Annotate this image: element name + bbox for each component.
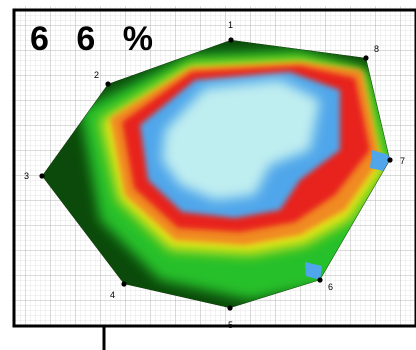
- sensor-point-3: [39, 173, 45, 179]
- sensor-point-5: [227, 305, 233, 311]
- sensor-point-label-1: 1: [228, 20, 233, 30]
- sensor-point-label-8: 8: [374, 44, 379, 54]
- figure-frame: [12, 8, 416, 328]
- sensor-point-label-3: 3: [24, 171, 29, 181]
- percentage-label: 6 6 %: [30, 20, 162, 58]
- sensor-point-label-7: 7: [400, 156, 405, 166]
- heat-notch-bottom: [305, 262, 322, 280]
- sensor-point-label-2: 2: [94, 70, 99, 80]
- sensor-point-4: [121, 281, 127, 287]
- sensor-point-label-4: 4: [110, 290, 115, 300]
- sensor-point-6: [317, 277, 323, 283]
- sensor-point-7: [387, 157, 393, 163]
- heat-zone-center: [162, 80, 320, 200]
- sensor-point-2: [105, 81, 111, 87]
- sensor-point-label-6: 6: [328, 282, 333, 292]
- sensor-point-1: [228, 37, 234, 43]
- sensor-point-8: [363, 55, 369, 61]
